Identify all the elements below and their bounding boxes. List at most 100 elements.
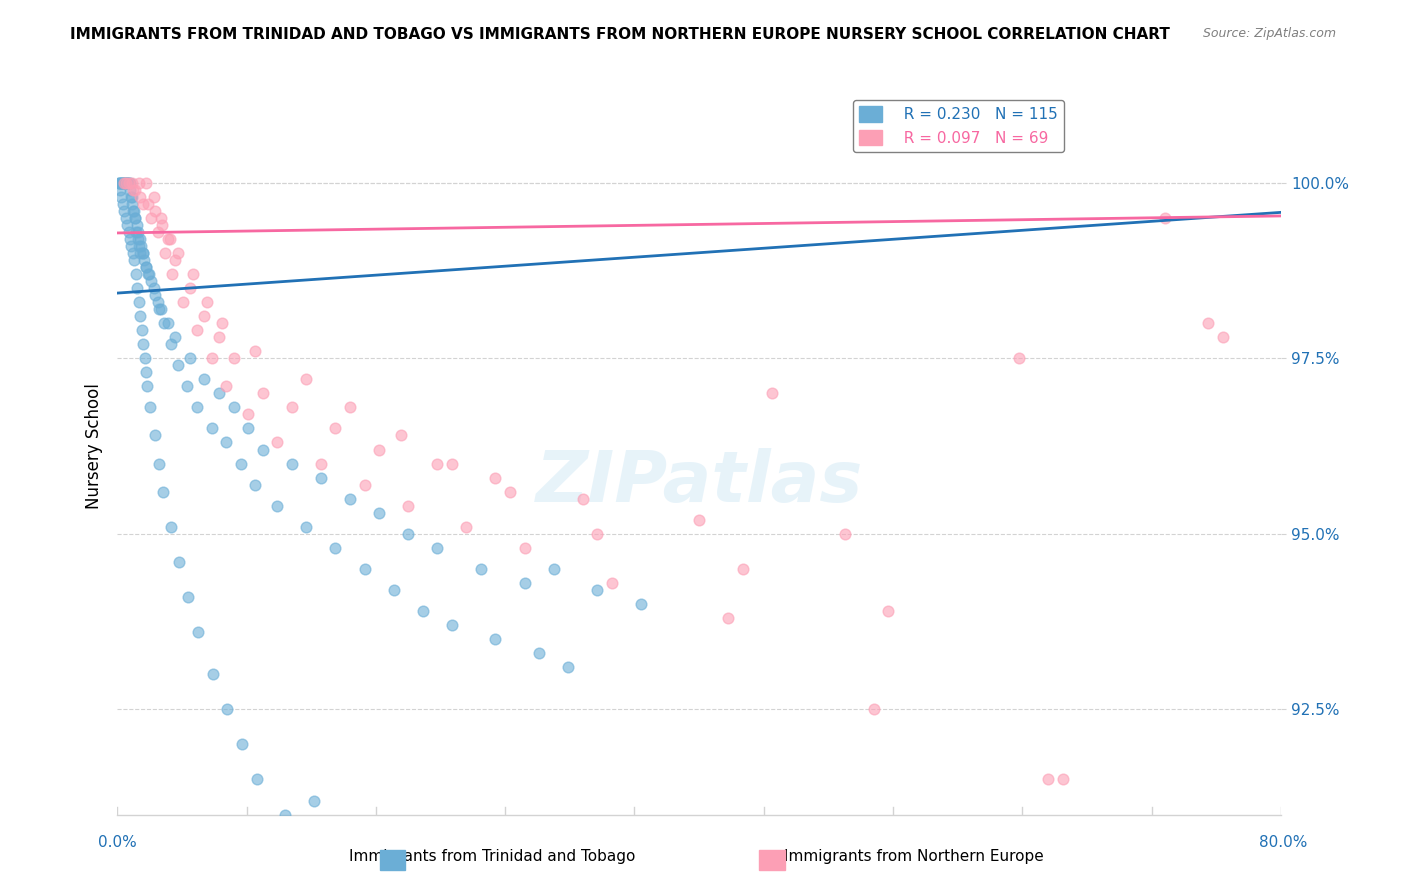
Point — [143, 288, 166, 302]
Point — [834, 526, 856, 541]
Point — [115, 176, 138, 190]
Point — [396, 499, 419, 513]
Point — [281, 457, 304, 471]
Point — [127, 281, 149, 295]
Text: Source: ZipAtlas.com: Source: ZipAtlas.com — [1202, 27, 1336, 40]
Point — [222, 351, 245, 366]
Point — [513, 541, 536, 555]
Text: IMMIGRANTS FROM TRINIDAD AND TOBAGO VS IMMIGRANTS FROM NORTHERN EUROPE NURSERY S: IMMIGRANTS FROM TRINIDAD AND TOBAGO VS I… — [70, 27, 1170, 42]
Point — [236, 421, 259, 435]
Point — [193, 309, 215, 323]
Point — [122, 203, 145, 218]
Point — [143, 203, 166, 218]
Point — [118, 176, 141, 190]
Point — [513, 575, 536, 590]
Point — [135, 260, 157, 274]
Point — [146, 225, 169, 239]
Point — [110, 176, 132, 190]
Point — [136, 267, 159, 281]
Point — [136, 196, 159, 211]
Point — [187, 625, 209, 640]
Point — [176, 379, 198, 393]
Point — [325, 541, 347, 555]
Point — [129, 246, 152, 260]
Point — [115, 218, 138, 232]
Point — [118, 183, 141, 197]
Point — [128, 239, 150, 253]
Point — [339, 491, 361, 506]
Point — [150, 218, 173, 232]
Point — [117, 176, 139, 190]
Point — [127, 232, 149, 246]
Point — [131, 246, 153, 260]
Point — [152, 316, 174, 330]
Point — [122, 203, 145, 218]
Point — [426, 541, 449, 555]
Point — [201, 421, 224, 435]
Point — [325, 421, 347, 435]
Point — [252, 386, 274, 401]
Point — [110, 176, 132, 190]
Point — [117, 225, 139, 239]
Point — [121, 196, 143, 211]
Point — [118, 176, 141, 190]
Text: 0.0%: 0.0% — [98, 836, 138, 850]
Point — [135, 176, 157, 190]
Point — [152, 484, 174, 499]
Point — [124, 211, 146, 225]
Point — [440, 618, 463, 632]
Point — [128, 295, 150, 310]
Point — [215, 435, 238, 450]
Point — [201, 667, 224, 681]
Point — [129, 309, 152, 323]
Point — [229, 457, 252, 471]
Point — [197, 295, 219, 310]
Point — [1038, 772, 1060, 787]
Point — [586, 526, 609, 541]
Point — [142, 190, 165, 204]
Point — [396, 526, 419, 541]
Point — [129, 239, 152, 253]
Point — [295, 372, 318, 386]
Point — [132, 246, 155, 260]
Point — [139, 274, 162, 288]
Point — [295, 520, 318, 534]
Point — [862, 702, 884, 716]
Point — [129, 190, 152, 204]
Point — [586, 582, 609, 597]
Point — [731, 562, 754, 576]
Point — [160, 337, 183, 351]
Point — [193, 372, 215, 386]
Point — [309, 470, 332, 484]
Text: ZIPatlas: ZIPatlas — [536, 449, 863, 517]
Point — [125, 218, 148, 232]
Point — [107, 176, 129, 190]
Point — [761, 386, 783, 401]
Y-axis label: Nursery School: Nursery School — [86, 383, 103, 509]
Point — [179, 351, 201, 366]
Point — [1008, 351, 1031, 366]
Point — [159, 232, 181, 246]
Point — [1052, 772, 1074, 787]
Point — [127, 225, 149, 239]
Point — [236, 408, 259, 422]
Point — [108, 183, 131, 197]
Point — [115, 176, 138, 190]
Point — [121, 190, 143, 204]
Point — [128, 232, 150, 246]
Point — [368, 442, 391, 457]
Point — [1212, 330, 1234, 344]
Point — [412, 604, 434, 618]
Point — [111, 176, 134, 190]
Point — [266, 435, 288, 450]
Point — [114, 176, 136, 190]
Point — [110, 190, 132, 204]
Point — [353, 477, 375, 491]
Point — [125, 225, 148, 239]
Point — [440, 457, 463, 471]
Point — [136, 379, 159, 393]
Point — [120, 239, 142, 253]
Point — [470, 562, 492, 576]
Point — [139, 401, 162, 415]
Point — [201, 351, 224, 366]
